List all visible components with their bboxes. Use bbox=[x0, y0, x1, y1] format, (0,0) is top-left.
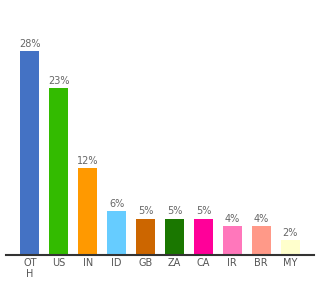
Bar bbox=[194, 219, 213, 255]
Bar bbox=[20, 51, 39, 255]
Text: 5%: 5% bbox=[196, 206, 211, 217]
Text: 4%: 4% bbox=[254, 214, 269, 224]
Text: 5%: 5% bbox=[167, 206, 182, 217]
Text: 4%: 4% bbox=[225, 214, 240, 224]
Text: 12%: 12% bbox=[77, 155, 98, 166]
Bar bbox=[252, 226, 271, 255]
Bar bbox=[281, 241, 300, 255]
Text: 23%: 23% bbox=[48, 76, 69, 85]
Bar bbox=[78, 168, 97, 255]
Bar bbox=[107, 212, 126, 255]
Text: 5%: 5% bbox=[138, 206, 153, 217]
Bar bbox=[223, 226, 242, 255]
Bar bbox=[136, 219, 155, 255]
Text: 6%: 6% bbox=[109, 199, 124, 209]
Text: 2%: 2% bbox=[283, 228, 298, 238]
Bar bbox=[49, 88, 68, 255]
Bar bbox=[165, 219, 184, 255]
Text: 28%: 28% bbox=[19, 39, 41, 49]
